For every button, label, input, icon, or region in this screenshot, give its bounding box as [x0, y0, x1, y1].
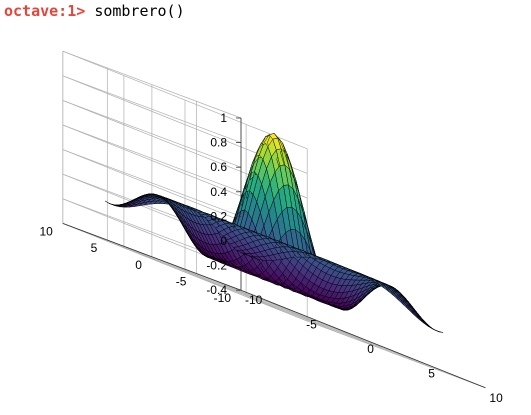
- x-tick-label: 10: [489, 391, 503, 405]
- z-tick-label: 1: [220, 111, 227, 125]
- x-tick-label: -10: [245, 293, 263, 307]
- x-tick-label: -5: [306, 318, 317, 332]
- y-tick-label: -10: [214, 291, 232, 305]
- console-line: octave:1> sombrero(): [4, 1, 185, 21]
- z-tick-label: -0.4: [206, 283, 227, 297]
- x-axis-line: [240, 289, 486, 389]
- z-tick-label: -0.2: [206, 259, 227, 273]
- z-tick-label: 0.6: [210, 160, 227, 174]
- axis-ticks: -0.4 -0.2 0 0.2 0.4 0.6 0.8 1 -10 -5 0 5 10 -10 -5 0 5 10: [39, 111, 503, 405]
- y-tick-label: -5: [176, 275, 187, 289]
- console-command: sombrero(): [94, 2, 185, 20]
- x-tick-label: 5: [428, 366, 435, 380]
- floor-grid-line-y: [62, 223, 308, 322]
- y-tick-label: 0: [135, 258, 142, 272]
- z-tick-label: 0: [220, 234, 227, 248]
- z-tick-label: 0.4: [210, 185, 227, 199]
- floor-grid-line-y: [107, 239, 352, 339]
- surface-patch: [434, 329, 444, 333]
- x-tick-label: 0: [367, 342, 374, 356]
- floor-grid-line-y: [151, 256, 397, 355]
- y-axis-line: [62, 223, 242, 291]
- floor-grid-line-y: [196, 273, 441, 372]
- z-tick-label: 0.8: [210, 136, 227, 150]
- z-tick-label: 0.2: [210, 209, 227, 223]
- console-prompt: octave:1>: [4, 2, 86, 20]
- y-tick-label: 10: [39, 224, 53, 238]
- surface-mesh: [104, 133, 444, 333]
- y-tick-label: 5: [91, 241, 98, 255]
